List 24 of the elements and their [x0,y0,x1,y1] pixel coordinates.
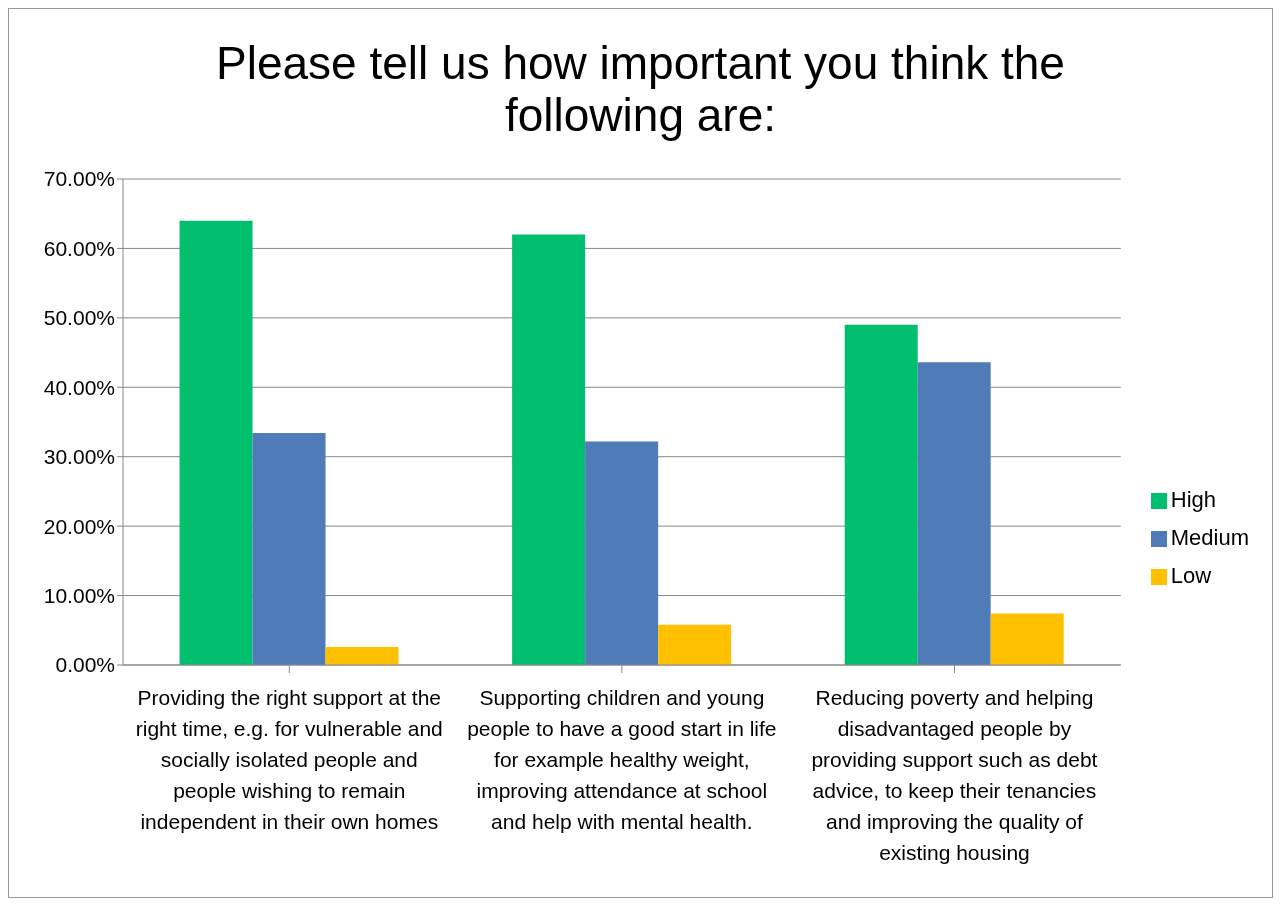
y-tick-label: 60.00% [43,236,115,260]
bar [844,324,918,665]
x-tick-label: Supporting children and young people to have a good start in life for example healthy weight, improving attendance at school and help with mental health. [467,686,777,833]
bar [512,234,586,665]
y-tick-label: 20.00% [43,514,115,538]
y-tick-label: 50.00% [43,306,115,330]
x-tick-label: Providing the right support at the right time, e.g. for vulnerable and socially isolated people and people wishing to remain independent in their own homes [135,686,443,833]
chart-title: Please tell us how important you think the following are: [215,36,1066,143]
bar [585,441,659,665]
y-tick-label: 70.00% [43,167,115,191]
bar [179,220,253,665]
bar [325,646,399,665]
bar [252,433,326,665]
bar [917,362,991,665]
legend-label: High [1170,486,1216,512]
bar [658,624,732,665]
y-tick-label: 40.00% [43,375,115,399]
y-tick-label: 30.00% [43,445,115,469]
legend-label: Medium [1170,524,1249,550]
y-tick-label: 10.00% [43,584,115,608]
legend-label: Low [1170,562,1212,588]
y-tick-label: 0.00% [55,653,115,677]
bar [990,613,1064,665]
x-tick-label: Reducing poverty and helping disadvantaged people by providing support such as debt advice, to keep their tenancies and improving the quality of existing housing [811,686,1098,864]
